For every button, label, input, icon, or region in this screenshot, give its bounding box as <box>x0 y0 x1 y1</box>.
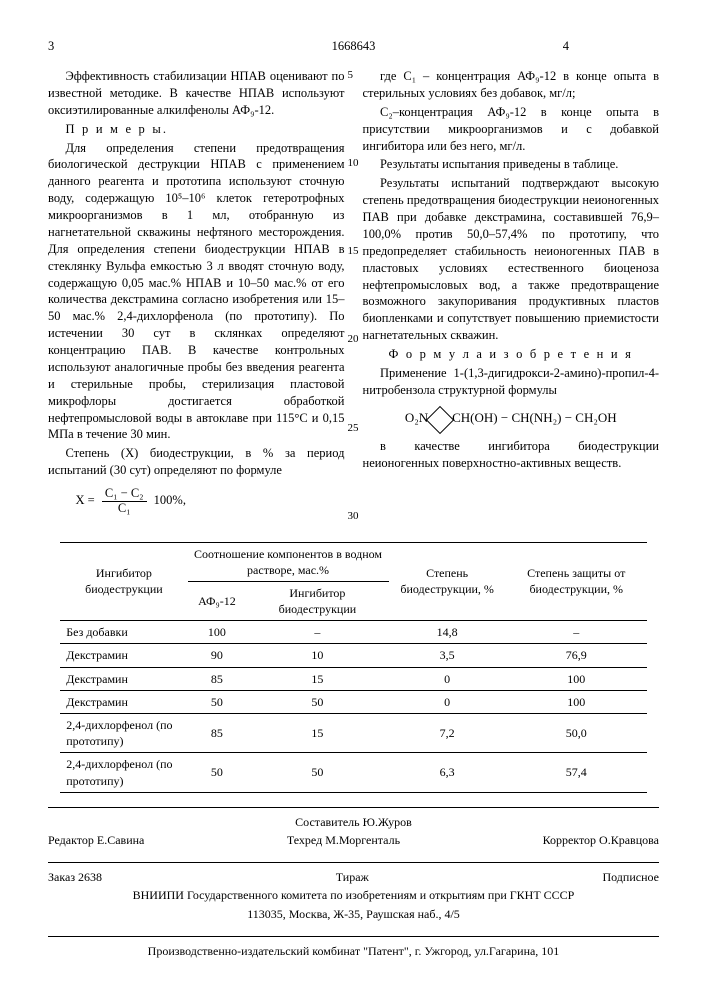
th-ratio: Соотношение компонентов в водном раствор… <box>188 542 389 581</box>
table-row: Декстрамин 85 15 0 100 <box>60 667 647 690</box>
tick: 15 <box>348 244 359 259</box>
cell: 2,4-дихлорфенол (по прототипу) <box>60 753 187 792</box>
table-body: Без добавки 100 – 14,8 – Декстрамин 90 1… <box>60 621 647 793</box>
tick: 25 <box>348 421 359 436</box>
cell: 100 <box>506 690 647 713</box>
right-column: где C₁ – концентрация АФ₉-12 в конце опы… <box>363 68 660 524</box>
paragraph: Степень (X) биодеструкции, в % за период… <box>48 445 345 479</box>
paragraph: C₂–концентрация АФ₉-12 в конце опыта в п… <box>363 104 660 155</box>
order-number: Заказ 2638 <box>48 869 102 885</box>
th-inhibitor: Ингибитор биодеструкции <box>60 542 187 621</box>
tech-editor: Техред М.Моргенталь <box>287 832 400 848</box>
document-id: 1668643 <box>332 38 376 55</box>
table-row: Декстрамин 90 10 3,5 76,9 <box>60 644 647 667</box>
left-column: Эффективность стабилизации НПАВ оцениваю… <box>48 68 345 524</box>
divider <box>48 807 659 808</box>
chem-left: O₂N <box>405 410 428 425</box>
paragraph: Результаты испытаний подтверждают высоку… <box>363 175 660 344</box>
page-header: 3 1668643 4 <box>48 38 659 60</box>
cell: – <box>246 621 388 644</box>
table-row: Декстрамин 50 50 0 100 <box>60 690 647 713</box>
cell: 57,4 <box>506 753 647 792</box>
two-column-body: Эффективность стабилизации НПАВ оцениваю… <box>48 68 659 524</box>
chem-right: CH(OH) − CH(NH₂) − CH₂OH <box>452 410 617 425</box>
compiler: Составитель Ю.Журов <box>48 814 659 830</box>
cell: 50 <box>246 690 388 713</box>
cell: Декстрамин <box>60 667 187 690</box>
paragraph: Для определения степени предотвращения б… <box>48 140 345 444</box>
tick: 30 <box>348 509 359 524</box>
cell: Декстрамин <box>60 644 187 667</box>
formula: X = C₁ − C₂ C₁ 100%, <box>76 487 345 516</box>
cell: 90 <box>188 644 247 667</box>
cell: Без добавки <box>60 621 187 644</box>
divider <box>48 862 659 863</box>
cell: 100 <box>506 667 647 690</box>
chemical-formula: O₂N CH(OH) − CH(NH₂) − CH₂OH <box>363 409 660 428</box>
corrector: Корректор О.Кравцова <box>543 832 659 848</box>
fraction: C₁ − C₂ C₁ <box>102 487 147 516</box>
table-row: 2,4-дихлорфенол (по прототипу) 85 15 7,2… <box>60 714 647 753</box>
address: 113035, Москва, Ж-35, Раушская наб., 4/5 <box>48 906 659 922</box>
cell: 100 <box>188 621 247 644</box>
paragraph: в качестве ингибитора биодеструкции неио… <box>363 438 660 472</box>
cell: 76,9 <box>506 644 647 667</box>
th-protection: Степень защиты от биодеструкции, % <box>506 542 647 621</box>
cell: 85 <box>188 714 247 753</box>
formula-lhs: X = <box>76 493 95 507</box>
paragraph: где C₁ – концентрация АФ₉-12 в конце опы… <box>363 68 660 102</box>
cell: 15 <box>246 667 388 690</box>
cell: Декстрамин <box>60 690 187 713</box>
line-number-ticks: 5 10 15 20 25 30 <box>348 68 359 524</box>
th-inh: Ингибитор биодеструкции <box>246 581 388 620</box>
th-degree: Степень биодеструкции, % <box>389 542 506 621</box>
cell: 50,0 <box>506 714 647 753</box>
cell: 3,5 <box>389 644 506 667</box>
page-number-left: 3 <box>48 39 54 53</box>
fraction-denominator: C₁ <box>102 502 147 516</box>
signed: Подписное <box>602 869 659 885</box>
table-row: Без добавки 100 – 14,8 – <box>60 621 647 644</box>
tick: 10 <box>348 156 359 171</box>
paragraph: Результаты испытания приведены в таблице… <box>363 156 660 173</box>
table-row: 2,4-дихлорфенол (по прототипу) 50 50 6,3… <box>60 753 647 792</box>
editor: Редактор Е.Савина <box>48 832 144 848</box>
cell: 7,2 <box>389 714 506 753</box>
organization: ВНИИПИ Государственного комитета по изоб… <box>48 887 659 903</box>
cell: 0 <box>389 667 506 690</box>
page-number-right: 4 <box>563 38 569 55</box>
cell: 50 <box>188 753 247 792</box>
paragraph: Применение 1-(1,3-дигидрокси-2-амино)-пр… <box>363 365 660 399</box>
printer-line: Производственно-издательский комбинат "П… <box>48 943 659 959</box>
th-af: АФ₉-12 <box>188 581 247 620</box>
tick: 5 <box>348 68 359 83</box>
credits-block: Составитель Ю.Журов Редактор Е.Савина Те… <box>48 814 659 922</box>
results-table: Ингибитор биодеструкции Соотношение комп… <box>60 542 647 793</box>
fraction-numerator: C₁ − C₂ <box>102 487 147 502</box>
cell: 15 <box>246 714 388 753</box>
cell: 0 <box>389 690 506 713</box>
tick: 20 <box>348 332 359 347</box>
cell: 50 <box>246 753 388 792</box>
divider <box>48 936 659 937</box>
cell: 85 <box>188 667 247 690</box>
examples-heading: П р и м е р ы. <box>48 121 345 138</box>
cell: 50 <box>188 690 247 713</box>
cell: 10 <box>246 644 388 667</box>
cell: – <box>506 621 647 644</box>
tirazh: Тираж <box>336 869 369 885</box>
cell: 2,4-дихлорфенол (по прототипу) <box>60 714 187 753</box>
cell: 14,8 <box>389 621 506 644</box>
claim-heading: Ф о р м у л а и з о б р е т е н и я <box>363 346 660 363</box>
formula-tail: 100%, <box>154 493 186 507</box>
cell: 6,3 <box>389 753 506 792</box>
paragraph: Эффективность стабилизации НПАВ оцениваю… <box>48 68 345 119</box>
benzene-ring-icon <box>426 405 454 433</box>
